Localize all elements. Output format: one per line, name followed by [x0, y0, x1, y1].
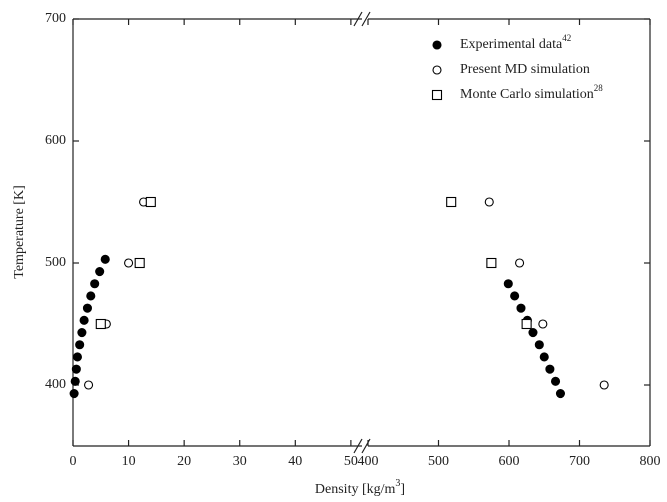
marker [124, 258, 134, 268]
legend-label: Present MD simulation [460, 62, 590, 77]
marker [515, 258, 525, 268]
legend-sup: 28 [594, 83, 604, 93]
marker [521, 318, 532, 330]
marker [446, 196, 457, 208]
marker [71, 364, 81, 374]
marker [69, 388, 79, 399]
y-axis-label: Temperature [K] [12, 185, 27, 278]
marker [90, 279, 100, 289]
y-tick-label: 400 [45, 377, 66, 392]
marker [545, 364, 555, 374]
legend-name: Present MD simulation [460, 62, 590, 77]
legend-sup: 42 [562, 33, 571, 43]
x-tick-label: 700 [569, 454, 590, 469]
marker [486, 257, 497, 269]
marker [100, 254, 110, 264]
marker [145, 196, 156, 208]
marker [510, 291, 520, 301]
x-tick-label: 500 [428, 454, 449, 469]
marker [70, 376, 80, 386]
legend-name: Monte Carlo simulation [460, 87, 594, 102]
legend-marker [432, 65, 442, 75]
y-tick-label: 700 [45, 11, 66, 26]
x-tick-label: 30 [233, 454, 247, 469]
legend-marker [432, 40, 442, 50]
legend-label: Experimental data42 [460, 33, 571, 52]
marker [134, 257, 145, 269]
axis-break [361, 11, 371, 27]
marker [599, 380, 609, 390]
legend-name: Experimental data [460, 37, 563, 52]
marker [538, 319, 548, 329]
marker [95, 318, 106, 330]
legend-marker [431, 89, 443, 101]
marker [550, 376, 561, 386]
y-tick-label: 600 [45, 133, 66, 148]
axis-break [361, 438, 371, 454]
x-tick-label: 20 [177, 454, 191, 469]
marker [555, 388, 566, 399]
marker [528, 327, 538, 338]
marker [75, 340, 85, 350]
x-tick-label: 0 [70, 454, 77, 469]
marker [82, 303, 92, 313]
marker [86, 291, 96, 301]
x-tick-label: 10 [122, 454, 136, 469]
marker [503, 279, 513, 289]
marker [77, 327, 87, 338]
x-tick-label: 800 [640, 454, 661, 469]
x-tick-label: 600 [499, 454, 520, 469]
marker [534, 340, 544, 350]
y-tick-label: 500 [45, 255, 66, 270]
legend-label: Monte Carlo simulation28 [460, 83, 603, 102]
axis-break [353, 11, 363, 27]
x-tick-label: 50 [344, 454, 358, 469]
marker [516, 303, 526, 313]
marker [95, 266, 105, 277]
axis-break [353, 438, 363, 454]
marker [84, 380, 94, 390]
x-tick-label: 40 [288, 454, 302, 469]
marker [79, 315, 89, 325]
marker [72, 352, 82, 362]
marker [539, 352, 549, 362]
x-axis-label: Density [kg/m3] [315, 478, 405, 497]
marker [484, 197, 494, 207]
x-tick-label: 400 [358, 454, 379, 469]
